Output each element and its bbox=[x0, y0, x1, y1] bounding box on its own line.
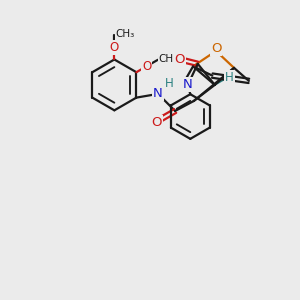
Text: N: N bbox=[153, 87, 163, 101]
Text: O: O bbox=[110, 41, 119, 54]
Text: O: O bbox=[142, 60, 151, 73]
Text: N: N bbox=[183, 78, 193, 92]
Text: O: O bbox=[211, 42, 221, 55]
Text: H: H bbox=[225, 71, 234, 84]
Text: CH₃: CH₃ bbox=[116, 29, 135, 39]
Text: O: O bbox=[151, 116, 162, 129]
Text: H: H bbox=[165, 77, 174, 91]
Text: CH₃: CH₃ bbox=[158, 54, 178, 64]
Text: O: O bbox=[175, 53, 185, 66]
